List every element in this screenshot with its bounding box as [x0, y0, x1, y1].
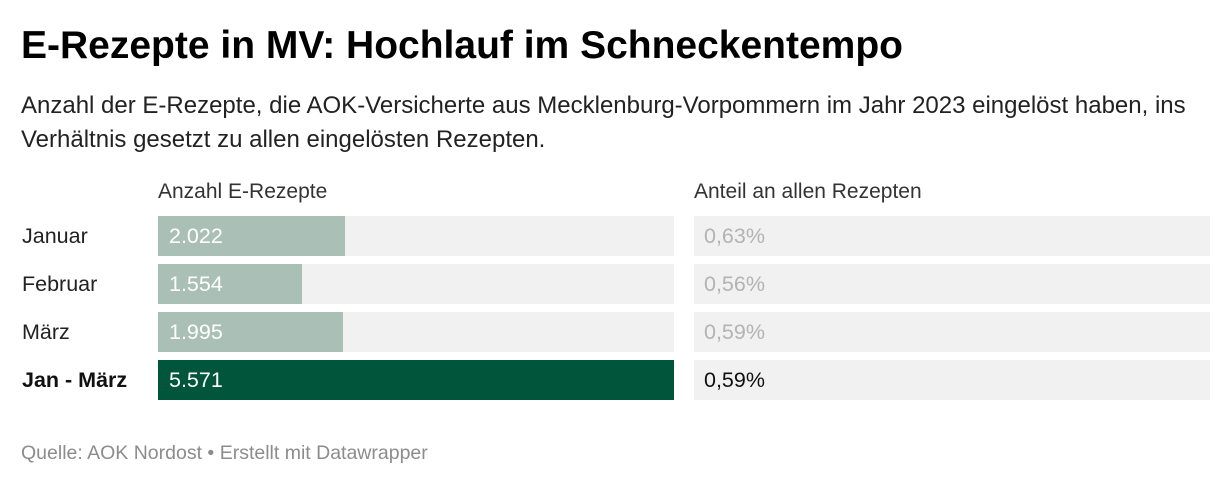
- share-value-label: 0,59%: [704, 368, 765, 392]
- column-header-count: Anzahl E-Rezepte: [158, 180, 328, 203]
- chart-title: E-Rezepte in MV: Hochlauf im Schneckente…: [21, 24, 903, 67]
- chart-subtitle: Anzahl der E-Rezepte, die AOK-Versichert…: [21, 92, 1186, 153]
- column-header-share: Anteil an allen Rezepten: [694, 180, 922, 203]
- row-label: März: [22, 320, 70, 344]
- row-label: Jan - März: [22, 368, 128, 392]
- count-bar: [158, 312, 343, 352]
- footer-separator: •: [202, 442, 220, 464]
- share-value-label: 0,56%: [704, 272, 765, 296]
- bar-track: 1.554: [158, 264, 674, 304]
- bar-track: 1.995: [158, 312, 674, 352]
- count-value-label: 1.995: [169, 320, 223, 344]
- share-value-label: 0,59%: [704, 320, 765, 344]
- share-cell: 0,56%: [694, 264, 1210, 304]
- bar-track: 5.571: [158, 360, 674, 400]
- credit-text: Erstellt mit Datawrapper: [219, 442, 428, 464]
- count-bar: [158, 216, 345, 256]
- share-value-label: 0,63%: [704, 224, 765, 248]
- count-bar: [158, 360, 674, 400]
- row-label: Februar: [22, 272, 98, 296]
- chart-footer: Quelle: AOK Nordost • Erstellt mit Dataw…: [21, 439, 428, 467]
- share-cell: 0,59%: [694, 312, 1210, 352]
- count-bar: [158, 264, 302, 304]
- count-value-label: 2.022: [169, 224, 223, 248]
- bar-track: 2.022: [158, 216, 674, 256]
- row-label: Januar: [22, 224, 88, 248]
- count-value-label: 5.571: [169, 368, 223, 392]
- share-cell: 0,59%: [694, 360, 1210, 400]
- share-cell: 0,63%: [694, 216, 1210, 256]
- source-text: Quelle: AOK Nordost: [21, 442, 203, 464]
- count-value-label: 1.554: [169, 272, 223, 296]
